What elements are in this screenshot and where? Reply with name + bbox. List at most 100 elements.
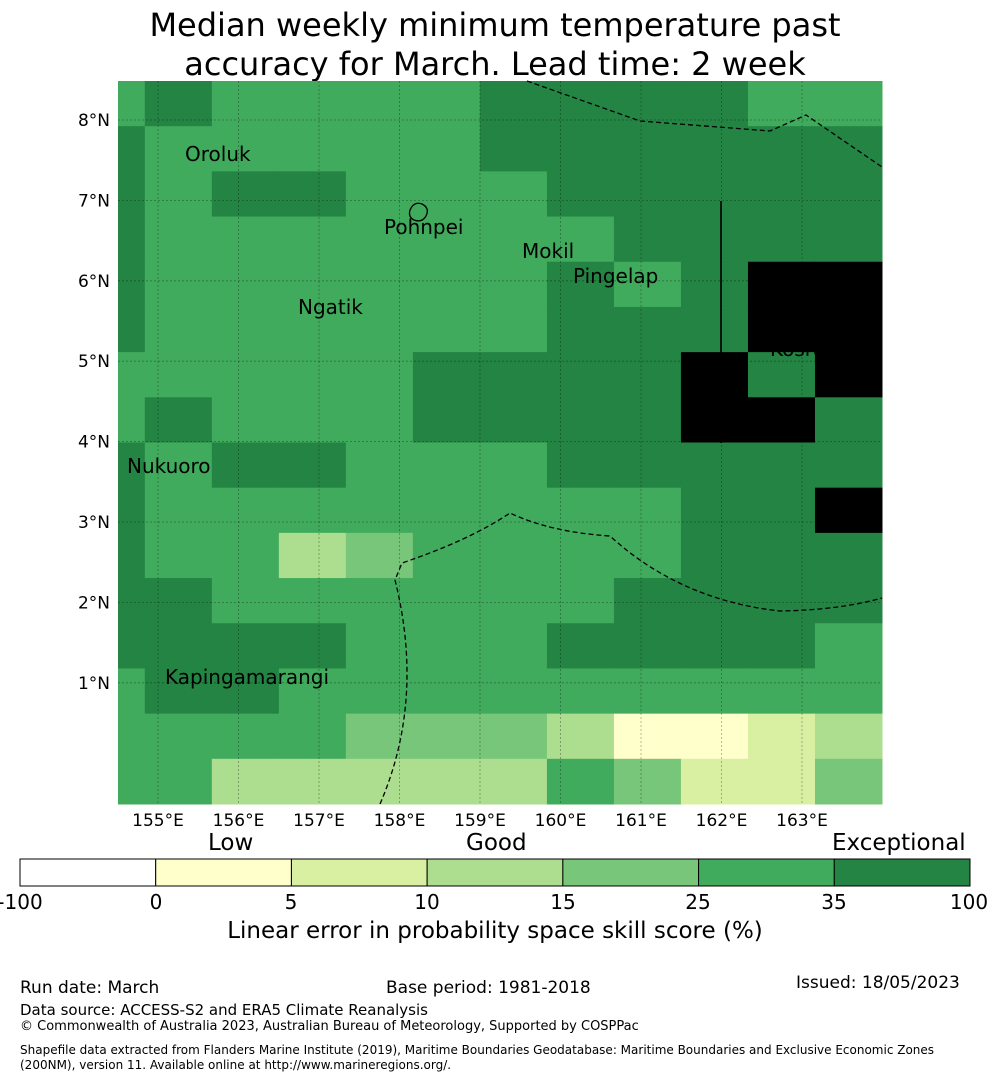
grid-cell	[747, 442, 816, 489]
grid-cell	[613, 171, 682, 218]
grid-cell	[680, 758, 749, 805]
skill-grid	[118, 81, 883, 805]
grid-cell	[278, 397, 347, 443]
grid-cell	[118, 758, 146, 805]
grid-cell	[144, 532, 213, 579]
grid-cell	[479, 171, 548, 218]
grid-cell	[345, 713, 414, 760]
eez-boundaries	[379, 80, 883, 805]
grid-cell	[278, 306, 347, 353]
grid-cell	[211, 81, 280, 127]
grid-cell	[144, 487, 213, 534]
colorbar-tick: 25	[685, 890, 711, 914]
grid-cell	[479, 81, 548, 127]
kosrae-outline	[794, 333, 806, 343]
grid-cell	[278, 171, 347, 218]
grid-cell	[546, 442, 615, 489]
lat-tick-label: 2°N	[78, 593, 110, 613]
grid-cell	[211, 442, 280, 489]
grid-cell	[144, 713, 213, 760]
data-source: Data source: ACCESS-S2 and ERA5 Climate …	[20, 1001, 428, 1019]
grid-cell	[680, 306, 749, 353]
colorbar-tick: 5	[284, 890, 298, 914]
grid-cell	[680, 81, 749, 127]
grid-cell	[814, 713, 883, 760]
colorbar-segment	[426, 858, 564, 887]
grid-cell	[144, 578, 213, 624]
lat-tick-label: 1°N	[78, 674, 110, 694]
grid-cell	[412, 126, 481, 172]
lon-tick-label: 158°E	[374, 811, 426, 831]
grid-cell	[144, 397, 213, 443]
grid-cell	[479, 442, 548, 489]
grid-cell	[613, 668, 682, 715]
grid-cell	[144, 171, 213, 218]
grid-cell	[814, 758, 883, 805]
colorbar-label-exceptional: Exceptional	[832, 830, 966, 856]
grid-cell	[211, 352, 280, 398]
lon-tick-label: 160°E	[535, 811, 587, 831]
grid-cell	[479, 216, 548, 263]
grid-cell	[479, 578, 548, 624]
grid-cell	[680, 352, 749, 398]
grid-cell	[613, 623, 682, 669]
grid-cell	[479, 668, 548, 715]
lon-tick-label: 161°E	[615, 811, 667, 831]
grid-cell	[211, 532, 280, 579]
grid-cell	[412, 216, 481, 263]
grid-cell	[211, 623, 280, 669]
grid-cell	[546, 126, 615, 172]
grid-cell	[345, 261, 414, 308]
colorbar-segment	[155, 858, 292, 887]
grid-cell	[278, 81, 347, 127]
grid-cell	[747, 532, 816, 579]
lat-tick-label: 6°N	[78, 272, 110, 292]
grid-cell	[546, 306, 615, 353]
grid-cell	[814, 532, 883, 579]
colorbar-tick: 0	[149, 890, 163, 914]
grid-cell	[144, 261, 213, 308]
grid-cell	[211, 578, 280, 624]
grid-cell	[118, 126, 146, 172]
grid-cell	[118, 487, 146, 534]
grid-cell	[278, 532, 347, 579]
copyright: © Commonwealth of Australia 2023, Austra…	[20, 1019, 639, 1034]
grid-cell	[479, 306, 548, 353]
grid-cell	[345, 352, 414, 398]
place-label: Ngatik	[298, 295, 363, 319]
grid-cell	[814, 352, 883, 398]
colorbar-tick: 15	[550, 890, 576, 914]
eez-boundary-north	[526, 80, 883, 168]
grid-cell	[412, 261, 481, 308]
grid-cell	[345, 171, 414, 218]
grid-cell	[345, 216, 414, 263]
grid-cell	[412, 758, 481, 805]
grid-cell	[118, 171, 146, 218]
grid-cell	[680, 623, 749, 669]
grid-cell	[546, 352, 615, 398]
run-date: Run date: March	[20, 978, 160, 998]
grid-cell	[345, 668, 414, 715]
grid-cell	[814, 216, 883, 263]
grid-cell	[118, 216, 146, 263]
grid-cell	[412, 487, 481, 534]
grid-cell	[613, 442, 682, 489]
grid-cell	[814, 623, 883, 669]
grid-cell	[118, 578, 146, 624]
place-label: Mokil	[522, 239, 574, 263]
grid-cell	[412, 713, 481, 760]
grid-cell	[412, 352, 481, 398]
shapefile-credit-2: (200NM), version 11. Available online at…	[20, 1058, 452, 1072]
lat-tick-label: 5°N	[78, 352, 110, 372]
colorbar-segment	[290, 858, 428, 887]
grid-cell	[278, 352, 347, 398]
grid-cell	[814, 578, 883, 624]
lon-tick-label: 159°E	[454, 811, 506, 831]
grid-cell	[144, 758, 213, 805]
grid-cell	[814, 442, 883, 489]
grid-cell	[345, 442, 414, 489]
grid-cell	[613, 758, 682, 805]
grid-cell	[814, 171, 883, 218]
grid-cell	[278, 216, 347, 263]
grid-cell	[278, 758, 347, 805]
